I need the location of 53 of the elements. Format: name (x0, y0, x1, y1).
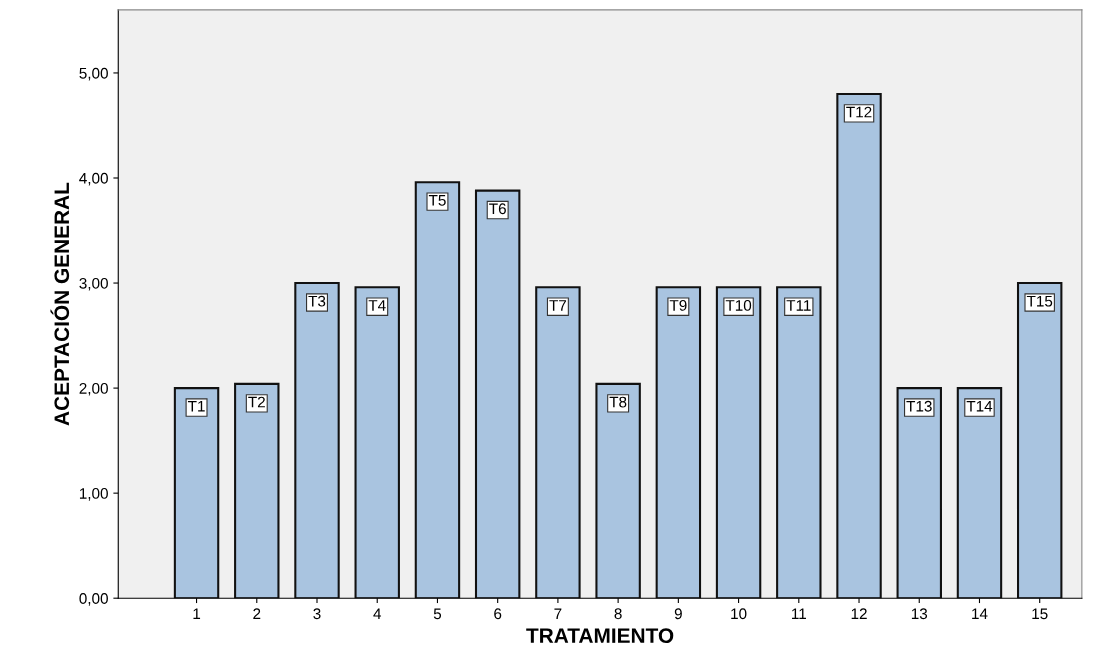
data-label: T10 (725, 299, 752, 311)
x-tick-label: 8 (614, 608, 622, 620)
bar (414, 181, 461, 599)
data-label: T6 (489, 203, 506, 215)
x-tick-label: 1 (193, 608, 201, 619)
x-axis-title: TRATAMIENTO (526, 628, 674, 644)
data-label: T7 (549, 300, 567, 311)
data-label: T12 (846, 106, 872, 118)
x-tick-label: 9 (674, 608, 682, 620)
bar (595, 382, 641, 599)
bar (173, 387, 220, 599)
x-tick-label: 15 (1032, 608, 1048, 620)
bar (535, 286, 581, 599)
x-tick-label: 4 (373, 608, 382, 619)
y-tick-label: 0,00 (79, 593, 108, 606)
data-label: T4 (368, 300, 386, 311)
bar (655, 286, 702, 599)
x-tick-label: 14 (972, 608, 988, 619)
x-tick-label: 10 (731, 608, 747, 620)
x-tick-label: 11 (792, 608, 806, 619)
y-tick-label: 4,00 (79, 172, 108, 186)
y-tick-label: 3,00 (79, 277, 108, 291)
data-label: T9 (669, 299, 687, 311)
data-label: T3 (308, 295, 326, 307)
bar (956, 387, 1003, 599)
data-label: T15 (1026, 295, 1053, 307)
bar (836, 92, 882, 599)
bar (715, 286, 762, 599)
y-tick-label: 2,00 (79, 382, 108, 396)
data-label: T5 (428, 195, 446, 206)
bar (896, 387, 942, 599)
x-tick-label: 5 (433, 608, 442, 620)
data-label: T2 (248, 396, 265, 408)
bar (776, 286, 822, 599)
data-label: T1 (187, 400, 205, 412)
x-tick-label: 7 (554, 608, 562, 619)
y-axis-title: ACEPTACIÓN GENERAL (50, 182, 70, 426)
x-tick-label: 13 (911, 608, 928, 620)
y-tick-label: 1,00 (79, 488, 108, 501)
bar (354, 286, 400, 599)
bar (294, 282, 340, 599)
data-label: T14 (966, 400, 993, 412)
bar (474, 189, 521, 599)
x-tick-label: 3 (313, 608, 321, 620)
x-tick-label: 2 (253, 608, 261, 619)
data-label: T8 (609, 396, 627, 408)
data-label: T13 (906, 400, 932, 412)
bar (234, 382, 280, 599)
data-label: T11 (786, 300, 811, 311)
bar (1016, 282, 1063, 599)
x-tick-label: 12 (851, 608, 867, 619)
y-tick-label: 5,00 (79, 67, 108, 81)
x-tick-label: 6 (494, 608, 502, 620)
